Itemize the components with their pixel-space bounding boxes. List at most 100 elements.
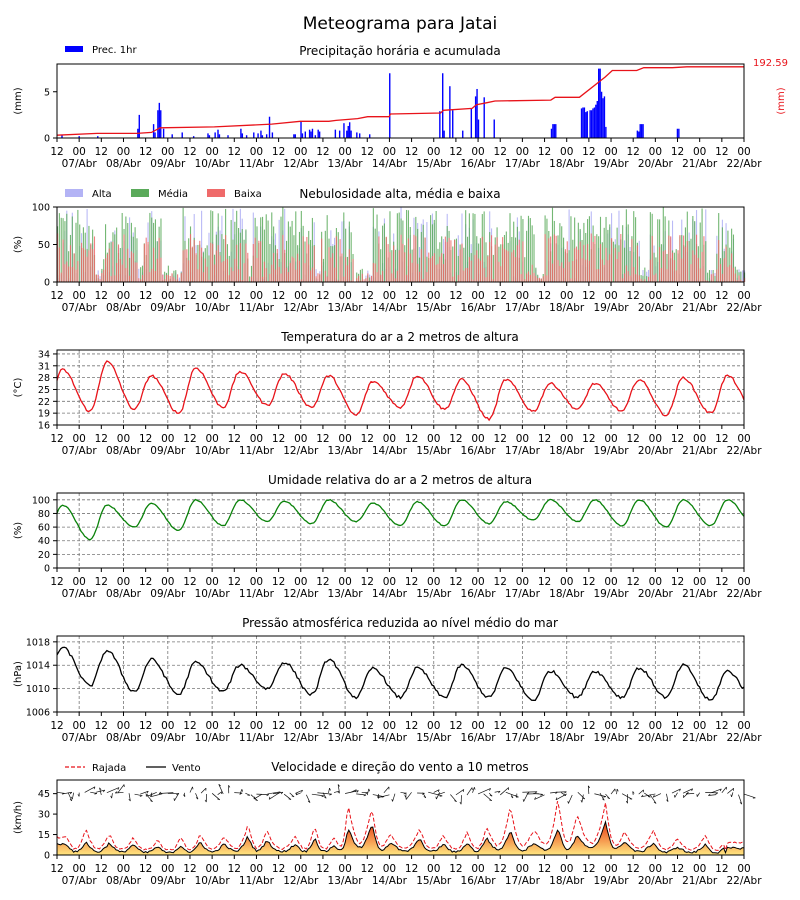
cloud-bar-mid — [675, 249, 677, 282]
legend-label-baixa: Baixa — [234, 189, 262, 200]
temp-x-tick-label: 12 — [538, 433, 551, 445]
temp-x-tick-label: 00 — [117, 433, 130, 445]
precip-x-tick-label: 12 — [50, 146, 63, 158]
cloud-bar-low — [228, 275, 230, 282]
wind-arrow-head — [150, 792, 153, 796]
cloud-bar-high — [426, 222, 428, 282]
cloud-bar-mid — [380, 249, 382, 282]
cloud-bar-mid — [662, 207, 664, 282]
humid-x-tick-label: 12 — [627, 576, 640, 588]
wind-arrow — [239, 789, 243, 795]
cloud-bar-mid — [295, 211, 297, 282]
temp-x-tick-label: 12 — [627, 433, 640, 445]
cloud-bar-low — [385, 236, 387, 282]
clouds-day-label: 08/Abr — [106, 302, 142, 314]
clouds-x-tick-label: 12 — [715, 290, 728, 302]
press-day-label: 16/Abr — [461, 732, 497, 744]
clouds-day-label: 20/Abr — [638, 302, 674, 314]
cloud-bar-low — [182, 250, 184, 282]
wind-arrow-head — [691, 788, 693, 792]
cloud-bar-mid — [164, 271, 166, 282]
cloud-bar-low — [466, 267, 469, 282]
precip-bar — [217, 129, 219, 138]
wind-arrow — [56, 791, 65, 794]
cloud-bar-mid — [167, 265, 169, 282]
temp-frame — [56, 349, 745, 426]
precip-x-tick-label: 12 — [671, 146, 684, 158]
cloud-bar-low — [557, 260, 559, 282]
wind-day-label: 22/Abr — [726, 875, 762, 887]
temp-x-tick-label: 12 — [449, 433, 462, 445]
precip-day-label: 19/Abr — [593, 158, 629, 170]
cloud-bar-mid — [79, 224, 81, 282]
wind-arrow — [311, 793, 325, 797]
wind-x-tick-label: 12 — [139, 863, 152, 875]
cloud-bar-mid — [452, 246, 454, 282]
cloud-bar-low — [479, 260, 482, 282]
precip-x-tick-label: 12 — [405, 146, 418, 158]
clouds-frame — [56, 206, 745, 283]
cloud-bar-low — [465, 267, 467, 282]
precip-right-y-label: (mm) — [776, 87, 787, 114]
precip-bar — [603, 96, 606, 138]
cloud-bar-low — [446, 241, 448, 282]
cloud-bar-low — [184, 249, 186, 282]
cloud-bar-mid — [287, 221, 289, 282]
press-y-axis: 1006 1010 1014 1018 (hPa) — [13, 637, 744, 719]
clouds-x-tick-label: 12 — [671, 290, 684, 302]
clouds-x-tick-label: 00 — [250, 290, 263, 302]
wind-x-axis: 12 00 12 00 12 00 12 00 12 00 12 00 12 00 12 00 12 00 12 00… — [50, 855, 762, 887]
cloud-bar-low — [559, 265, 561, 282]
cloud-bar-low — [575, 246, 578, 282]
cloud-bar-low — [625, 265, 627, 282]
cloud-bar-low — [731, 253, 733, 282]
precip-bar — [462, 130, 464, 138]
humid-y-axis: 0 20 40 60 80 100 (%) — [13, 495, 744, 575]
precip-x-tick-label: 12 — [228, 146, 241, 158]
cloud-bar-mid — [524, 257, 526, 282]
press-x-tick-label: 00 — [205, 720, 218, 732]
cloud-bar-low — [732, 267, 735, 282]
cloud-bar-low — [143, 243, 145, 282]
cloud-bar-mid — [649, 212, 651, 282]
cloud-bar-low — [92, 249, 94, 282]
wind-arrow-head — [652, 794, 655, 798]
cloud-bar-mid — [280, 216, 282, 282]
cloud-bar-mid — [230, 219, 232, 282]
precip-bar — [61, 135, 63, 138]
cloud-bar-low — [350, 280, 352, 282]
cloud-bar-mid — [151, 217, 153, 282]
cloud-bar-low — [382, 270, 384, 282]
precip-bar — [343, 123, 345, 138]
precip-bar — [192, 136, 195, 138]
cloud-bar-mid — [175, 270, 177, 282]
cloud-bar-low — [149, 272, 151, 282]
wind-arrow — [686, 793, 695, 795]
precip-x-tick-label: 12 — [95, 146, 108, 158]
cloud-bar-low — [420, 249, 422, 282]
cloud-bar-low — [239, 243, 241, 282]
precip-x-tick-label: 00 — [516, 146, 529, 158]
wind-arrow — [683, 792, 689, 798]
cloud-bar-low — [186, 249, 188, 282]
temp-day-label: 07/Abr — [62, 445, 98, 457]
cloud-bar-low — [86, 256, 88, 282]
press-x-tick-label: 12 — [361, 720, 374, 732]
cloud-bar-low — [413, 234, 415, 282]
precip-bar — [605, 126, 607, 138]
wind-arrow — [466, 787, 473, 796]
humid-y-tick-label: 0 — [44, 564, 50, 575]
cloud-bar-low — [524, 279, 526, 282]
cloud-bar-low — [640, 278, 642, 282]
cloud-bar-low — [175, 279, 177, 282]
cloud-bar-mid — [141, 265, 144, 282]
cloud-bar-mid — [607, 229, 609, 282]
cloud-bar-low — [587, 244, 589, 282]
cloud-bar-low — [459, 249, 461, 282]
precip-bar — [97, 136, 99, 138]
cloud-bar-low — [156, 258, 158, 282]
cloud-bar-low — [444, 236, 446, 282]
cloud-bar-mid — [298, 231, 301, 282]
wind-arrow — [328, 788, 330, 793]
